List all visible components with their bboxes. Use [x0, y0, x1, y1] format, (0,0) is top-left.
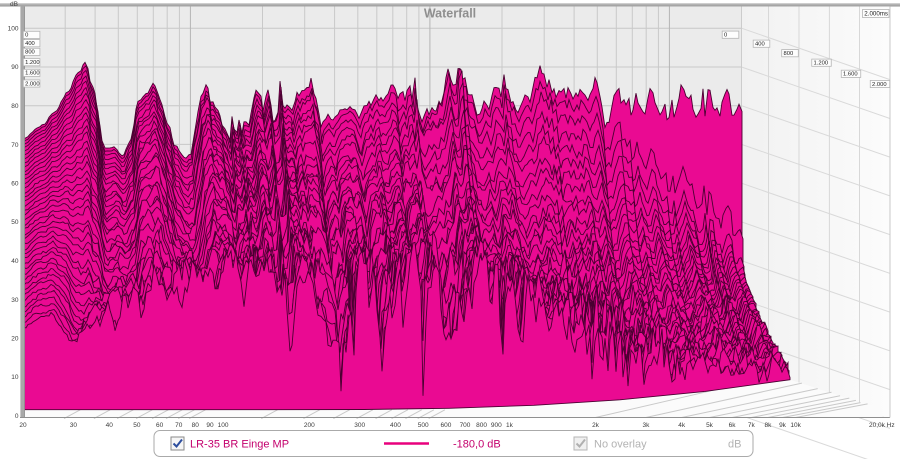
svg-text:2.000: 2.000	[25, 81, 40, 87]
svg-text:1.600: 1.600	[843, 72, 858, 78]
svg-text:No overlay: No overlay	[594, 439, 647, 451]
svg-text:20,0k Hz: 20,0k Hz	[869, 422, 895, 429]
svg-text:600: 600	[440, 422, 451, 429]
svg-text:400: 400	[390, 422, 401, 429]
svg-text:100: 100	[8, 26, 19, 33]
svg-text:5k: 5k	[706, 422, 714, 429]
svg-text:dB: dB	[728, 439, 741, 451]
svg-text:10k: 10k	[790, 422, 801, 429]
svg-text:800: 800	[784, 51, 794, 57]
svg-text:2.000ms: 2.000ms	[864, 11, 888, 18]
svg-text:30: 30	[70, 422, 78, 429]
svg-text:4k: 4k	[678, 422, 686, 429]
svg-text:10: 10	[11, 374, 19, 381]
svg-text:0: 0	[25, 33, 28, 39]
svg-text:200: 200	[304, 422, 315, 429]
svg-text:400: 400	[755, 42, 765, 48]
svg-text:800: 800	[476, 422, 487, 429]
svg-text:90: 90	[11, 64, 19, 71]
svg-text:8k: 8k	[764, 422, 772, 429]
svg-text:1.200: 1.200	[25, 60, 40, 66]
svg-text:300: 300	[354, 422, 365, 429]
svg-text:70: 70	[11, 142, 19, 149]
svg-text:1.600: 1.600	[25, 71, 40, 77]
svg-text:Waterfall: Waterfall	[424, 7, 476, 21]
svg-text:900: 900	[491, 422, 502, 429]
svg-text:dB: dB	[10, 1, 18, 8]
svg-text:-180,0 dB: -180,0 dB	[453, 439, 501, 451]
svg-text:7k: 7k	[748, 422, 756, 429]
svg-text:500: 500	[418, 422, 429, 429]
svg-text:400: 400	[25, 41, 35, 47]
svg-text:2.000: 2.000	[872, 82, 887, 88]
svg-text:3k: 3k	[642, 422, 650, 429]
svg-text:20: 20	[11, 336, 19, 343]
svg-text:90: 90	[206, 422, 214, 429]
svg-text:700: 700	[460, 422, 471, 429]
svg-text:30: 30	[11, 297, 19, 304]
svg-text:50: 50	[133, 422, 141, 429]
svg-text:50: 50	[11, 219, 19, 226]
svg-text:60: 60	[11, 181, 19, 188]
svg-text:LR-35 BR Einge MP: LR-35 BR Einge MP	[190, 439, 289, 451]
svg-text:800: 800	[25, 50, 35, 56]
svg-text:2k: 2k	[592, 422, 600, 429]
svg-text:6k: 6k	[729, 422, 737, 429]
svg-text:60: 60	[156, 422, 164, 429]
svg-text:70: 70	[175, 422, 183, 429]
svg-text:20: 20	[19, 422, 27, 429]
svg-text:1.200: 1.200	[814, 61, 829, 67]
svg-text:1k: 1k	[506, 422, 514, 429]
svg-text:40: 40	[106, 422, 114, 429]
svg-text:0: 0	[15, 413, 19, 420]
svg-text:80: 80	[11, 103, 19, 110]
svg-text:9k: 9k	[779, 422, 787, 429]
svg-text:100: 100	[218, 422, 229, 429]
svg-text:0: 0	[724, 33, 727, 39]
svg-text:80: 80	[192, 422, 200, 429]
svg-text:40: 40	[11, 258, 19, 265]
